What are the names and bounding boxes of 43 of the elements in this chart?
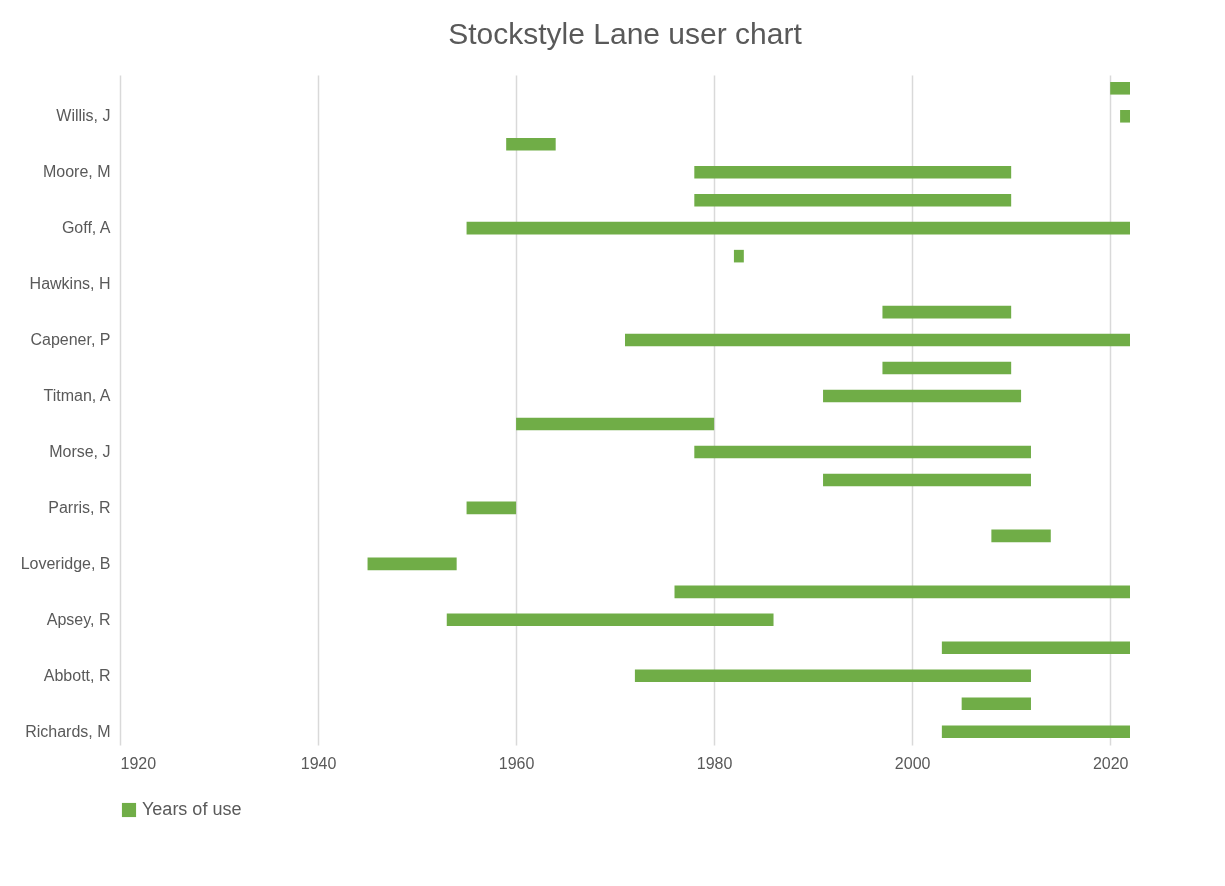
y-tick-label: Goff, A [61,219,111,237]
bar [882,305,1012,319]
bar [823,473,1031,487]
bar [823,389,1022,403]
bar [1110,81,1130,95]
bar [694,193,1012,207]
bar [941,725,1130,739]
y-tick-label: Abbott, R [43,666,111,684]
bar [625,333,1130,347]
bar [694,165,1012,179]
x-tick-label: 1980 [696,754,733,772]
x-tick-label: 1960 [498,754,535,772]
x-tick-label: 1920 [120,754,157,772]
x-tick-label: 2020 [1092,754,1129,772]
legend-label: Years of use [142,799,242,819]
x-tick-label: 2000 [894,754,931,772]
bar [991,529,1051,543]
bar [516,417,715,431]
bar [733,249,744,263]
y-tick-label: Hawkins, H [29,275,111,293]
x-tick-label: 1940 [300,754,337,772]
bar [882,361,1012,375]
bar [674,585,1130,599]
bar [466,501,517,515]
y-tick-label: Moore, M [42,163,111,181]
bar [634,669,1031,683]
y-tick-label: Parris, R [48,498,111,516]
y-tick-label: Richards, M [25,722,111,740]
bar [961,697,1031,711]
y-tick-label: Loveridge, B [20,554,111,572]
bar [506,137,556,151]
y-tick-label: Capener, P [30,331,111,349]
bar [694,445,1031,459]
chart-title: Stockstyle Lane user chart [448,17,803,50]
y-tick-label: Willis, J [56,107,111,125]
bar [446,613,774,627]
bar [466,221,1130,235]
bar [1120,109,1130,123]
y-tick-label: Apsey, R [46,610,111,628]
bar [941,641,1130,655]
bar [367,557,457,571]
y-tick-label: Morse, J [49,442,111,460]
y-tick-label: Titman, A [43,387,111,405]
